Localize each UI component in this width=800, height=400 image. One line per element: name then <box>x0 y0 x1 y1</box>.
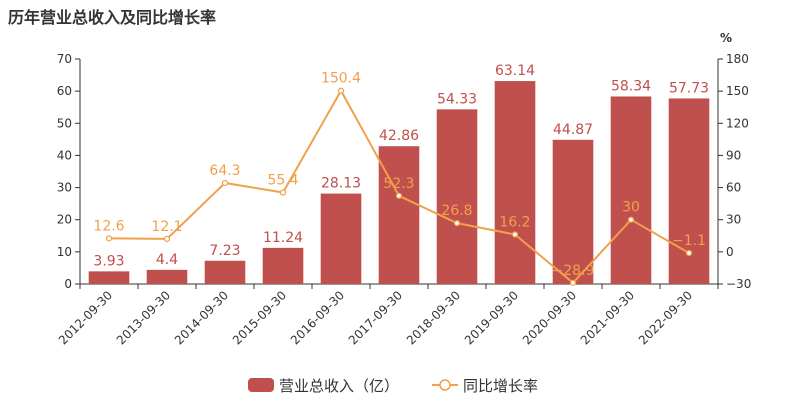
y-right-tick-label: 120 <box>726 116 749 130</box>
y-right-tick-label: 90 <box>726 148 741 162</box>
growth-value-label: 26.8 <box>441 203 472 219</box>
growth-point[interactable] <box>453 220 461 227</box>
bar-value-label: 42.86 <box>379 128 419 144</box>
bar-value-label: 44.87 <box>553 122 593 138</box>
x-tick-label: 2021-09-30 <box>578 288 637 347</box>
growth-value-label: −28.9 <box>552 263 595 279</box>
legend-bar-label: 营业总收入（亿） <box>279 377 399 395</box>
x-tick-label: 2014-09-30 <box>172 288 231 347</box>
bar[interactable] <box>88 271 130 284</box>
y-right-tick-label: 0 <box>726 245 734 259</box>
y-left-tick-label: 50 <box>57 116 72 130</box>
growth-point[interactable] <box>279 189 287 196</box>
bar-value-label: 3.93 <box>93 253 124 269</box>
growth-value-label: 55.4 <box>267 173 298 189</box>
growth-value-label: 64.3 <box>209 163 240 179</box>
bar[interactable] <box>262 247 304 284</box>
x-tick-label: 2018-09-30 <box>404 288 463 347</box>
legend-bar-swatch[interactable] <box>248 378 274 392</box>
x-tick-label: 2020-09-30 <box>520 288 579 347</box>
bar-value-label: 11.24 <box>263 230 303 246</box>
bar-value-label: 57.73 <box>669 80 709 96</box>
bar-value-label: 63.14 <box>495 63 535 79</box>
bar[interactable] <box>204 260 246 284</box>
legend-line-marker <box>439 379 451 391</box>
y-left-tick-label: 70 <box>57 52 72 66</box>
bar[interactable] <box>610 96 652 284</box>
growth-value-label: 52.3 <box>383 176 414 192</box>
growth-value-label: 30 <box>622 200 640 216</box>
growth-point[interactable] <box>105 235 113 242</box>
x-tick-label: 2016-09-30 <box>288 288 347 347</box>
x-tick-label: 2017-09-30 <box>346 288 405 347</box>
y-right-tick-label: −30 <box>726 277 751 291</box>
bar[interactable] <box>494 81 536 284</box>
y-left-tick-label: 40 <box>57 148 72 162</box>
chart-title: 历年营业总收入及同比增长率 <box>8 8 217 27</box>
growth-value-label: 12.1 <box>151 219 182 235</box>
y-right-tick-label: 180 <box>726 52 749 66</box>
y-left-tick-label: 10 <box>57 245 72 259</box>
y-left-tick-label: 60 <box>57 84 72 98</box>
y-left-tick-label: 30 <box>57 181 72 195</box>
bar[interactable] <box>378 146 420 284</box>
y-right-tick-label: 30 <box>726 213 741 227</box>
growth-point[interactable] <box>163 235 171 242</box>
x-tick-label: 2012-09-30 <box>56 288 115 347</box>
bar[interactable] <box>146 269 188 284</box>
bar-value-label: 58.34 <box>611 78 651 94</box>
y-right-unit: % <box>720 31 732 45</box>
x-tick-label: 2022-09-30 <box>636 288 695 347</box>
growth-value-label: 150.4 <box>321 71 361 87</box>
growth-value-label: −1.1 <box>672 233 706 249</box>
x-tick-label: 2019-09-30 <box>462 288 521 347</box>
y-left-tick-label: 20 <box>57 213 72 227</box>
growth-point[interactable] <box>627 216 635 223</box>
bar-value-label: 28.13 <box>321 176 361 192</box>
growth-point[interactable] <box>511 231 519 238</box>
bar-value-label: 4.4 <box>156 252 178 268</box>
bar[interactable] <box>436 109 478 284</box>
bar[interactable] <box>552 139 594 284</box>
x-tick-label: 2015-09-30 <box>230 288 289 347</box>
x-tick-label: 2013-09-30 <box>114 288 173 347</box>
growth-value-label: 12.6 <box>93 218 124 234</box>
growth-point[interactable] <box>337 87 345 94</box>
growth-point[interactable] <box>395 192 403 199</box>
growth-value-label: 16.2 <box>499 215 530 231</box>
bar-value-label: 7.23 <box>209 243 240 259</box>
bar[interactable] <box>320 193 362 284</box>
y-right-tick-label: 150 <box>726 84 749 98</box>
growth-point[interactable] <box>221 179 229 187</box>
y-left-tick-label: 0 <box>64 277 72 291</box>
y-right-tick-label: 60 <box>726 181 741 195</box>
growth-point[interactable] <box>685 249 693 257</box>
bar[interactable] <box>668 98 710 284</box>
legend-line-label: 同比增长率 <box>463 377 538 395</box>
growth-point[interactable] <box>569 279 577 286</box>
bar-value-label: 54.33 <box>437 91 477 107</box>
